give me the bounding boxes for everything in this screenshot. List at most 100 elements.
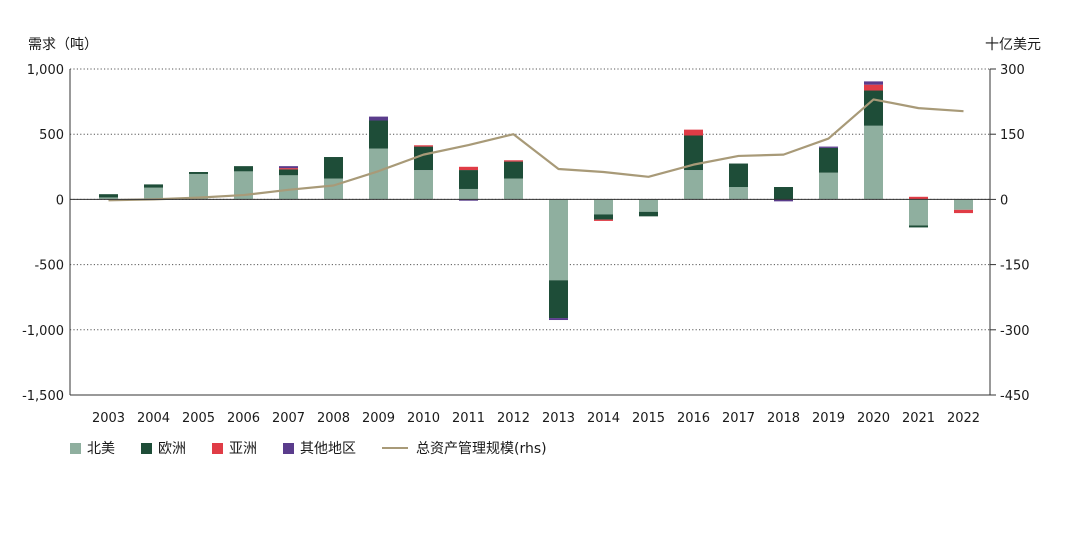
left-tick-label: 1,000 xyxy=(27,63,64,78)
legend-label-north-america: 北美 xyxy=(87,441,115,457)
bar-north-america xyxy=(504,178,523,200)
x-tick-label: 2013 xyxy=(542,411,575,426)
bar-europe xyxy=(684,135,703,171)
bar-north-america xyxy=(549,199,568,281)
bar-other xyxy=(459,199,478,201)
bar-europe xyxy=(639,211,658,217)
left-axis-unit: 需求（吨） xyxy=(28,37,98,53)
bar-north-america xyxy=(369,148,388,200)
bar-asia xyxy=(414,145,433,147)
x-tick-label: 2012 xyxy=(497,411,530,426)
x-tick-label: 2006 xyxy=(227,411,260,426)
bar-asia xyxy=(279,168,298,170)
aum-line-group xyxy=(108,98,964,202)
legend-swatch-north-america xyxy=(70,442,81,454)
bar-europe xyxy=(189,172,208,174)
left-tick-label: 500 xyxy=(39,128,64,143)
left-tick-label: -1,000 xyxy=(22,324,64,339)
legend-item-north-america: 北美 xyxy=(70,438,115,458)
bar-other xyxy=(369,116,388,121)
bar-europe xyxy=(864,90,883,126)
right-tick-label: 150 xyxy=(1000,128,1025,143)
bar-asia xyxy=(864,84,883,91)
left-tick-label: -500 xyxy=(34,259,64,274)
bar-north-america xyxy=(639,199,658,212)
bar-europe xyxy=(504,161,523,179)
x-tick-label: 2021 xyxy=(902,411,935,426)
bar-other xyxy=(864,81,883,85)
bar-north-america xyxy=(414,170,433,200)
bar-north-america xyxy=(819,172,838,200)
legend-label-europe: 欧洲 xyxy=(158,441,186,457)
x-tick-label: 2010 xyxy=(407,411,440,426)
bar-other xyxy=(549,318,568,321)
bar-asia xyxy=(954,209,973,214)
bar-europe xyxy=(369,120,388,149)
bar-north-america xyxy=(729,187,748,200)
legend-item-other: 其他地区 xyxy=(283,438,356,458)
bar-europe xyxy=(774,187,793,200)
x-tick-label: 2018 xyxy=(767,411,800,426)
legend-label-other: 其他地区 xyxy=(300,441,356,457)
bar-europe xyxy=(279,169,298,176)
left-tick-label: -1,500 xyxy=(22,389,64,404)
legend-swatch-asia xyxy=(212,442,223,454)
legend: 北美 欧洲 亚洲 其他地区 总资产管理规模(rhs) xyxy=(70,438,573,458)
x-tick-label: 2011 xyxy=(452,411,485,426)
bar-north-america xyxy=(279,175,298,200)
legend-item-aum: 总资产管理规模(rhs) xyxy=(382,438,547,458)
bar-north-america xyxy=(144,187,163,200)
bar-europe xyxy=(459,170,478,189)
left-tick-label: 0 xyxy=(56,193,64,208)
x-tick-label: 2003 xyxy=(92,411,125,426)
bar-asia xyxy=(594,219,613,221)
bar-north-america xyxy=(909,199,928,226)
bar-europe xyxy=(99,194,118,198)
legend-label-aum: 总资产管理规模(rhs) xyxy=(416,441,547,457)
legend-swatch-aum-line xyxy=(382,447,408,449)
bar-other xyxy=(279,166,298,169)
legend-item-asia: 亚洲 xyxy=(212,438,257,458)
x-tick-label: 2004 xyxy=(137,411,170,426)
x-tick-label: 2009 xyxy=(362,411,395,426)
bar-asia xyxy=(909,196,928,200)
x-tick-label: 2014 xyxy=(587,411,620,426)
legend-swatch-other xyxy=(283,442,294,454)
x-tick-label: 2015 xyxy=(632,411,665,426)
bar-europe xyxy=(144,184,163,188)
bar-other xyxy=(819,146,838,148)
bar-north-america xyxy=(189,173,208,200)
x-tick-label: 2007 xyxy=(272,411,305,426)
x-tick-label: 2017 xyxy=(722,411,755,426)
bar-north-america xyxy=(864,125,883,200)
x-tick-label: 2008 xyxy=(317,411,350,426)
bar-europe xyxy=(549,280,568,319)
bar-asia xyxy=(459,166,478,171)
bar-europe xyxy=(909,225,928,228)
bar-europe xyxy=(324,157,343,179)
bar-north-america xyxy=(594,199,613,215)
bar-north-america xyxy=(99,197,118,200)
x-tick-label: 2016 xyxy=(677,411,710,426)
bar-asia xyxy=(504,160,523,162)
x-tick-label: 2005 xyxy=(182,411,215,426)
right-axis-unit: 十亿美元 xyxy=(985,37,1041,53)
bar-north-america xyxy=(234,171,253,200)
right-tick-label: -150 xyxy=(1000,259,1030,274)
bar-europe xyxy=(729,163,748,188)
right-tick-label: 300 xyxy=(1000,63,1025,78)
bar-europe xyxy=(234,166,253,172)
right-tick-label: 0 xyxy=(1000,193,1008,208)
x-tick-label: 2022 xyxy=(947,411,980,426)
bar-europe xyxy=(594,214,613,220)
axes-group: 1,000 500 0 -500 -1,000 -1,500 300 150 0 -150 -300… xyxy=(22,63,1029,426)
x-tick-label: 2020 xyxy=(857,411,890,426)
bar-europe xyxy=(414,146,433,171)
legend-item-europe: 欧洲 xyxy=(141,438,186,458)
right-tick-label: -300 xyxy=(1000,324,1030,339)
x-tick-label: 2019 xyxy=(812,411,845,426)
right-tick-label: -450 xyxy=(1000,389,1030,404)
bar-asia xyxy=(684,129,703,136)
bar-europe xyxy=(819,147,838,173)
legend-swatch-europe xyxy=(141,442,152,454)
